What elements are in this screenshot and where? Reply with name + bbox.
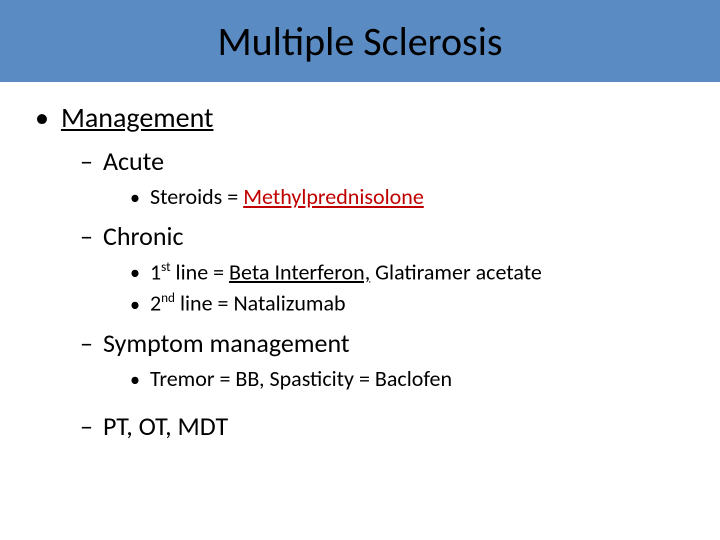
dash-icon: – [80, 145, 93, 177]
bullet-icon: • [130, 295, 140, 315]
bullet-management: • Management [35, 100, 720, 135]
slide-title: Multiple Sclerosis [217, 17, 502, 66]
acute-label: Acute [103, 145, 164, 177]
management-label: Management [61, 100, 213, 135]
secondline-ordinal: 2 [150, 290, 161, 317]
acute-item-steroids: • Steroids = Methylprednisolone [130, 183, 720, 210]
title-bar: Multiple Sclerosis [0, 0, 720, 82]
methylprednisolone-accent: Methylprednisolone [243, 183, 424, 210]
dash-icon: – [80, 220, 93, 252]
firstline-mid: line = [171, 258, 229, 285]
secondline-tail: line = Natalizumab [175, 290, 346, 317]
bullet-icon: • [130, 263, 140, 283]
content-area: • Management – Acute • Steroids = Methyl… [0, 82, 720, 442]
firstline-text: 1st line = Beta Interferon, Glatiramer a… [150, 258, 542, 285]
ptot-label: PT, OT, MDT [103, 410, 228, 442]
secondline-super: nd [161, 289, 175, 306]
bullet-icon: • [130, 370, 140, 390]
bullet-icon: • [35, 104, 49, 132]
beta-interferon-underlined: Beta Interferon, [229, 258, 370, 285]
bullet-icon: • [130, 188, 140, 208]
secondline-text: 2nd line = Natalizumab [150, 289, 346, 316]
subheading-acute: – Acute [80, 145, 720, 177]
firstline-tail: Glatiramer acetate [370, 258, 542, 285]
firstline-ordinal: 1 [150, 258, 161, 285]
symptom-item-tremor: • Tremor = BB, Spasticity = Baclofen [130, 365, 720, 392]
firstline-super: st [161, 258, 170, 275]
dash-icon: – [80, 410, 93, 442]
chronic-item-secondline: • 2nd line = Natalizumab [130, 289, 720, 316]
chronic-item-firstline: • 1st line = Beta Interferon, Glatiramer… [130, 258, 720, 285]
subheading-chronic: – Chronic [80, 220, 720, 252]
subheading-symptom: – Symptom management [80, 327, 720, 359]
steroids-prefix: Steroids = [150, 183, 243, 210]
symptom-label: Symptom management [103, 327, 350, 359]
symptom-tremor-text: Tremor = BB, Spasticity = Baclofen [150, 365, 452, 392]
chronic-label: Chronic [103, 220, 184, 252]
dash-icon: – [80, 327, 93, 359]
subheading-ptot: – PT, OT, MDT [80, 410, 720, 442]
acute-steroids-text: Steroids = Methylprednisolone [150, 183, 424, 210]
